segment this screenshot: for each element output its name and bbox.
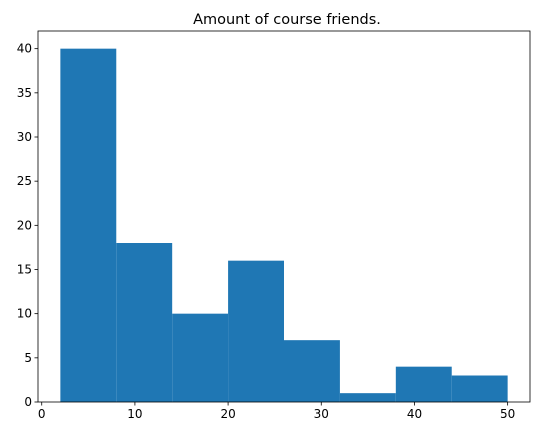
x-tick-label: 20 (220, 407, 235, 421)
histogram-bar-8 (451, 375, 508, 402)
x-tick-label: 30 (314, 407, 329, 421)
y-tick-label: 5 (24, 351, 32, 365)
chart-title: Amount of course friends. (193, 12, 381, 28)
y-tick-label: 15 (17, 263, 32, 277)
y-tick-label: 25 (17, 174, 32, 188)
y-tick-label: 30 (17, 130, 32, 144)
x-tick-label: 50 (500, 407, 515, 421)
y-tick-label: 35 (17, 86, 32, 100)
plot-frame (37, 30, 531, 403)
x-tick-label: 0 (38, 407, 46, 421)
histogram-bar-5 (284, 340, 340, 402)
x-tick-label: 10 (127, 407, 142, 421)
x-tick-label: 40 (407, 407, 422, 421)
bars-layer (60, 48, 508, 403)
histogram-bar-7 (395, 366, 452, 402)
histogram-bar-1 (60, 48, 117, 403)
y-tick-label: 20 (17, 218, 32, 232)
histogram-bar-6 (339, 393, 396, 402)
y-tick-label: 40 (17, 42, 32, 56)
axes-layer: 0 10 20 30 40 50 0 5 10 15 20 25 30 35 40 (17, 30, 531, 421)
y-tick-label: 10 (17, 307, 32, 321)
histogram-bar-3 (172, 313, 229, 402)
histogram-bar-4 (228, 260, 284, 402)
histogram-bar-2 (116, 243, 173, 402)
y-tick-label: 0 (24, 395, 32, 409)
